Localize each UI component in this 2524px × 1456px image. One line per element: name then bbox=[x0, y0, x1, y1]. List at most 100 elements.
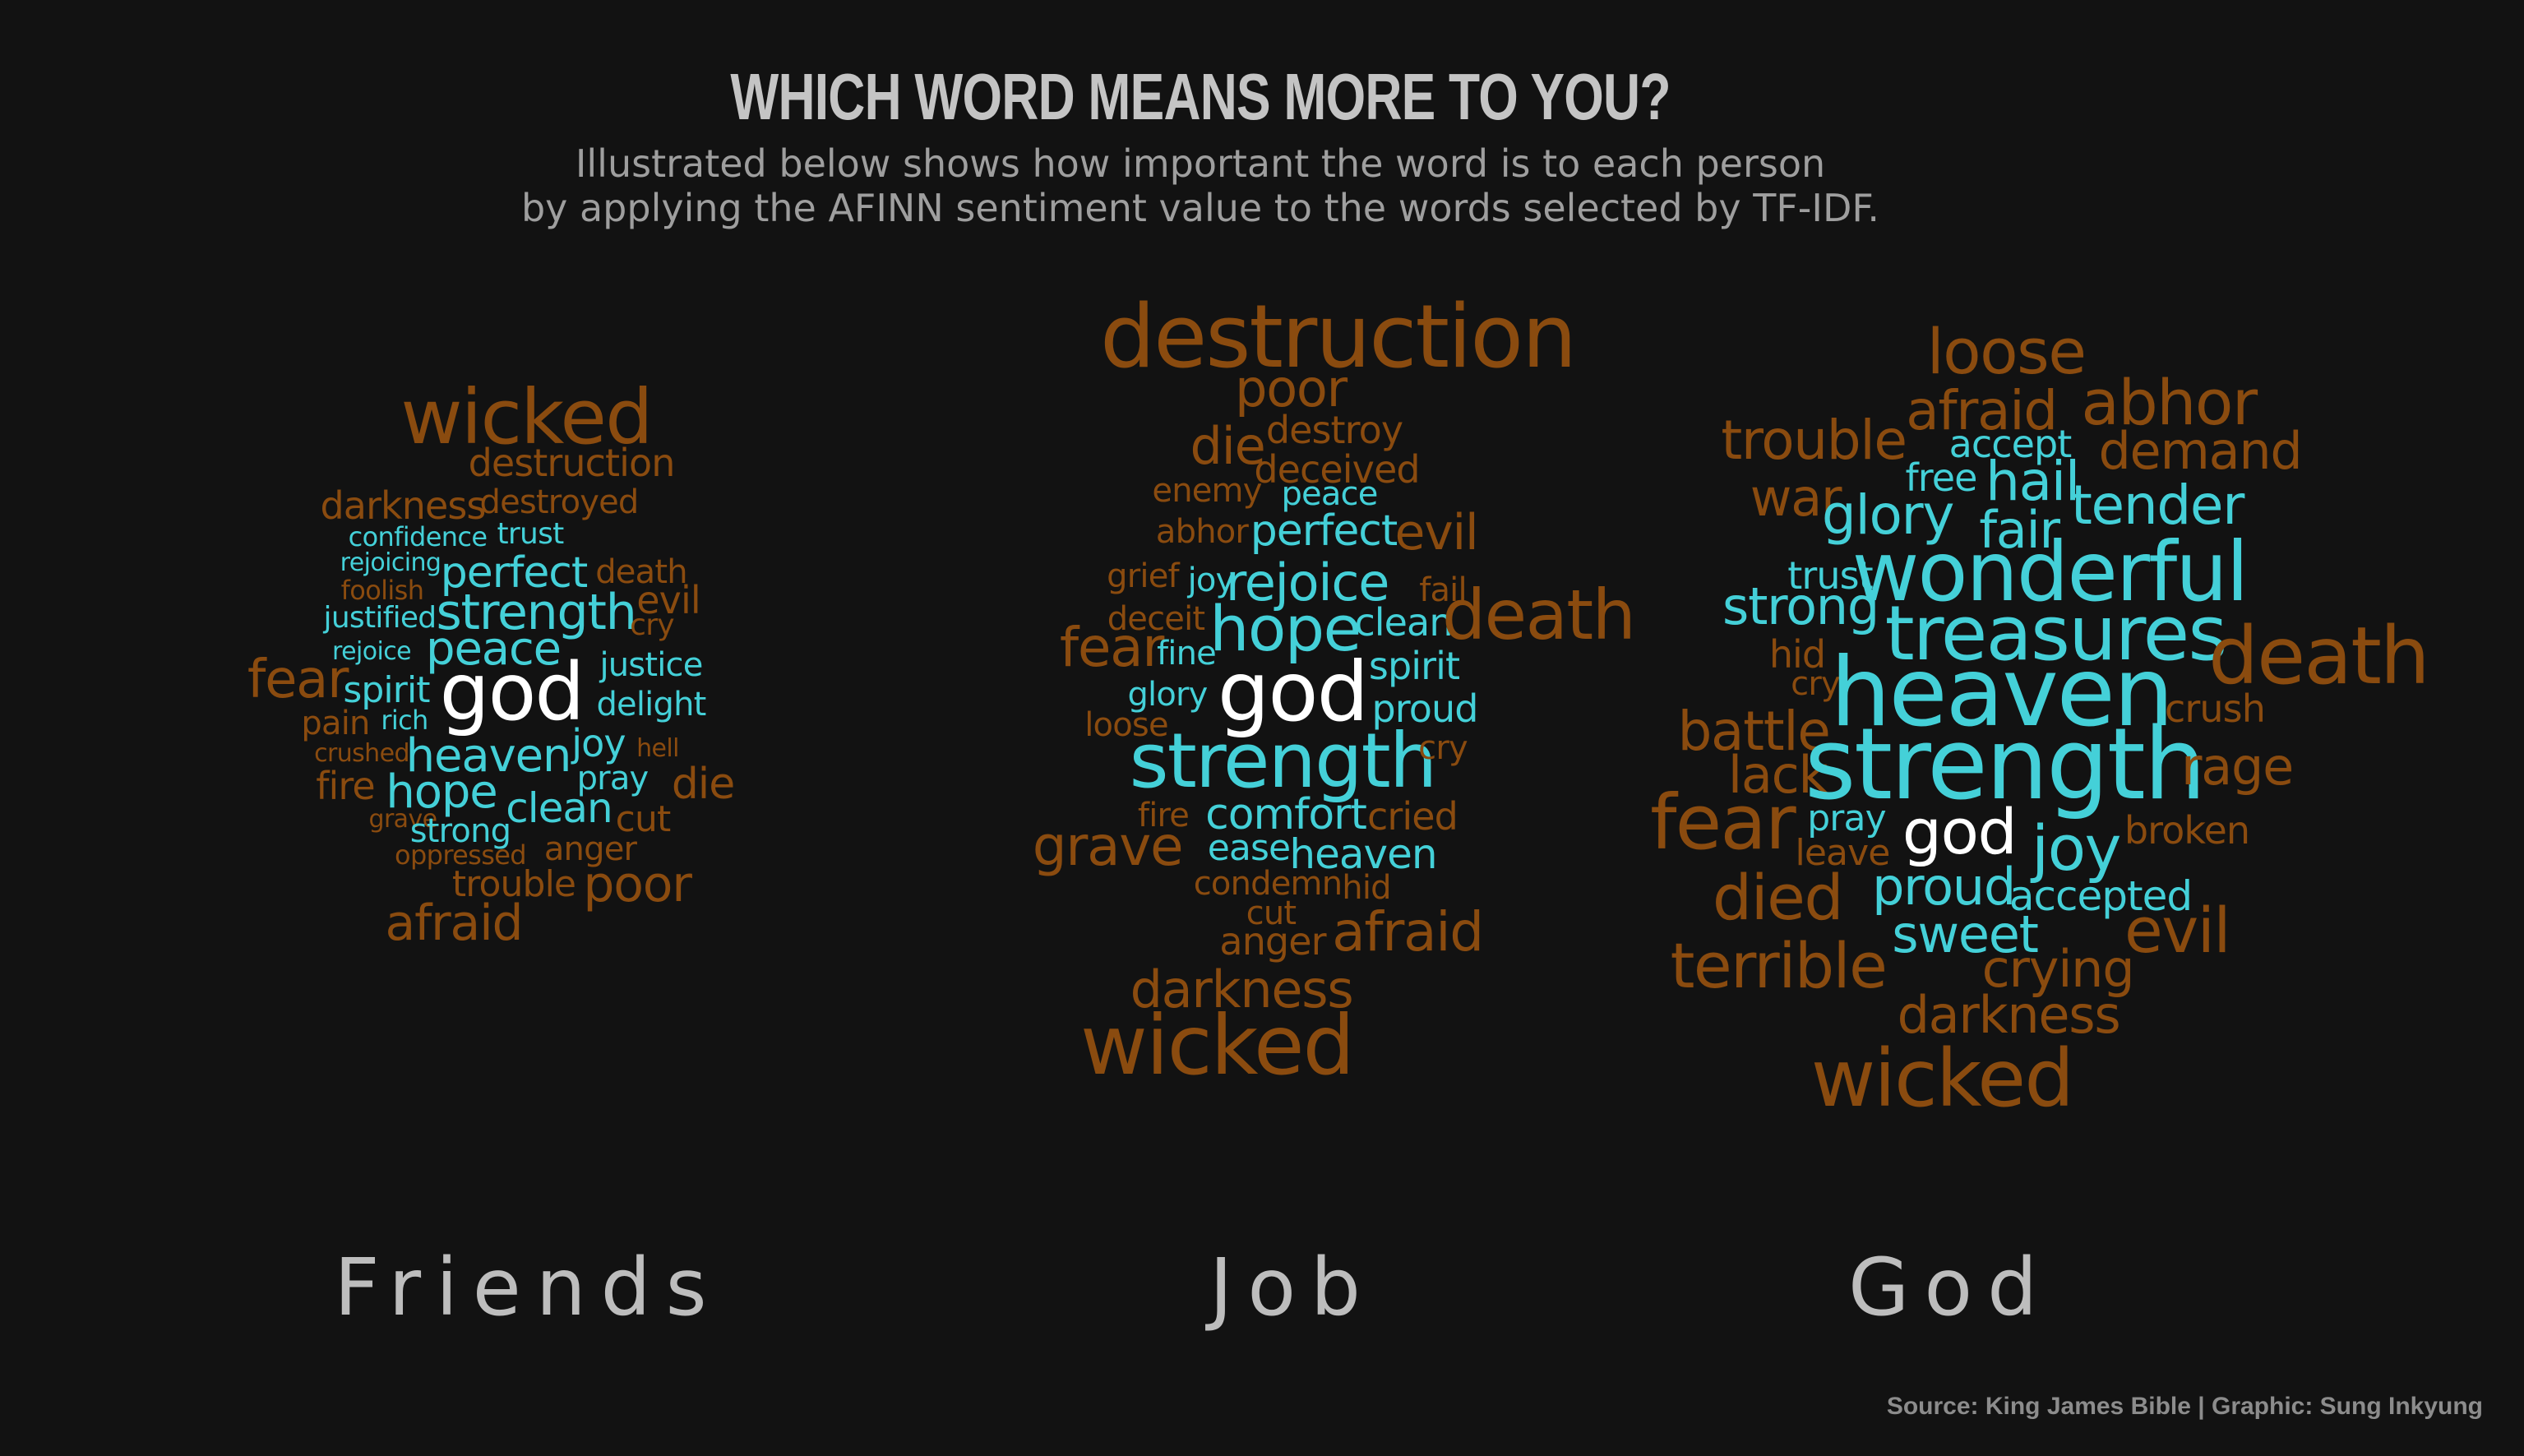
word-joy: joy bbox=[571, 721, 626, 765]
word-cut: cut bbox=[1246, 894, 1297, 932]
word-abhor: abhor bbox=[1155, 513, 1249, 551]
panel-label-god: God bbox=[1847, 1241, 2053, 1334]
word-strength: strength bbox=[436, 584, 636, 641]
word-clean: clean bbox=[506, 784, 613, 832]
chart-title: WHICH WORD MEANS MORE TO YOU? bbox=[730, 60, 1671, 133]
word-deceived: deceived bbox=[1254, 447, 1420, 492]
word-trust: trust bbox=[1787, 553, 1873, 598]
word-rich: rich bbox=[381, 705, 428, 736]
subtitle-line-1: Illustrated below shows how important th… bbox=[575, 141, 1826, 186]
word-peace: peace bbox=[1281, 475, 1378, 513]
word-hid: hid bbox=[1342, 869, 1391, 907]
word-strong: strong bbox=[409, 812, 511, 850]
word-perfect: perfect bbox=[440, 548, 588, 598]
word-anger: anger bbox=[1219, 919, 1326, 964]
word-evil: evil bbox=[636, 578, 700, 622]
word-delight: delight bbox=[596, 686, 706, 723]
word-afraid: afraid bbox=[385, 894, 524, 952]
word-destruction: destruction bbox=[1099, 286, 1577, 387]
word-justice: justice bbox=[599, 646, 703, 684]
word-grief: grief bbox=[1107, 557, 1179, 595]
word-hell: hell bbox=[636, 734, 679, 763]
word-strong: strong bbox=[1722, 576, 1879, 636]
word-destroyed: destroyed bbox=[479, 483, 639, 521]
word-rage: rage bbox=[2180, 737, 2294, 797]
word-trouble: trouble bbox=[451, 863, 576, 905]
word-cried: cried bbox=[1367, 794, 1458, 839]
word-evil: evil bbox=[2124, 894, 2230, 967]
word-destruction: destruction bbox=[468, 441, 676, 485]
word-fear: fear bbox=[1059, 616, 1164, 679]
word-wicked: wicked bbox=[400, 373, 653, 461]
word-god: god bbox=[1217, 644, 1369, 740]
word-fear: fear bbox=[1650, 779, 1796, 867]
word-perfect: perfect bbox=[1250, 506, 1398, 556]
word-strength: strength bbox=[1129, 717, 1438, 805]
word-pain: pain bbox=[301, 705, 370, 742]
word-oppressed: oppressed bbox=[395, 839, 527, 871]
word-strength: strength bbox=[1804, 708, 2207, 822]
word-trust: trust bbox=[497, 517, 564, 551]
word-destroy: destroy bbox=[1265, 408, 1403, 452]
word-spirit: spirit bbox=[1368, 644, 1460, 688]
word-evil: evil bbox=[1394, 504, 1479, 562]
word-trouble: trouble bbox=[1721, 409, 1907, 472]
word-die: die bbox=[671, 760, 735, 809]
word-spirit: spirit bbox=[343, 669, 430, 711]
word-cry: cry bbox=[1418, 729, 1468, 767]
word-confidence: confidence bbox=[348, 521, 488, 552]
word-accept: accept bbox=[1948, 422, 2073, 466]
word-crush: crush bbox=[2165, 686, 2266, 731]
word-foolish: foolish bbox=[340, 575, 424, 606]
word-loose: loose bbox=[1084, 706, 1168, 744]
word-broken: broken bbox=[2124, 808, 2250, 853]
word-cry: cry bbox=[1791, 665, 1841, 703]
word-treasures: treasures bbox=[1884, 589, 2228, 677]
word-rejoicing: rejoicing bbox=[340, 548, 441, 577]
word-battle: battle bbox=[1677, 700, 1830, 763]
word-hope: hope bbox=[1209, 592, 1361, 665]
word-rejoice: rejoice bbox=[1225, 552, 1389, 612]
word-god: god bbox=[439, 646, 585, 738]
source-caption: Source: King James Bible | Graphic: Sung… bbox=[1886, 1393, 2483, 1420]
word-darkness: darkness bbox=[320, 483, 487, 528]
word-demand: demand bbox=[2098, 421, 2302, 481]
word-glory: glory bbox=[1127, 676, 1208, 714]
word-comfort: comfort bbox=[1205, 790, 1367, 839]
word-die: die bbox=[1190, 416, 1265, 476]
word-sweet: sweet bbox=[1892, 904, 2039, 964]
word-war: war bbox=[1750, 468, 1842, 528]
word-cut: cut bbox=[615, 798, 672, 840]
word-fear: fear bbox=[247, 649, 349, 710]
word-death: death bbox=[2208, 610, 2430, 702]
word-joy: joy bbox=[1187, 562, 1236, 599]
word-ease: ease bbox=[1207, 827, 1291, 869]
word-died: died bbox=[1712, 861, 1844, 934]
word-justified: justified bbox=[323, 601, 437, 635]
word-crying: crying bbox=[1981, 939, 2135, 999]
word-deceit: deceit bbox=[1107, 600, 1205, 638]
word-pray: pray bbox=[1807, 797, 1886, 839]
word-wonderful: wonderful bbox=[1851, 524, 2249, 620]
word-heaven: heaven bbox=[405, 729, 572, 783]
word-death: death bbox=[595, 553, 687, 591]
word-fine: fine bbox=[1157, 635, 1217, 673]
word-hope: hope bbox=[386, 765, 497, 819]
word-grave: grave bbox=[1032, 815, 1184, 878]
word-abhor: abhor bbox=[2081, 366, 2258, 439]
word-proud: proud bbox=[1371, 686, 1479, 731]
word-wicked: wicked bbox=[1810, 1033, 2075, 1125]
word-heaven: heaven bbox=[1289, 830, 1437, 878]
panel-label-friends: Friends bbox=[334, 1241, 722, 1334]
word-rejoice: rejoice bbox=[332, 637, 412, 666]
word-darkness: darkness bbox=[1130, 959, 1354, 1019]
word-condemn: condemn bbox=[1193, 865, 1343, 903]
word-grave: grave bbox=[368, 805, 438, 834]
word-fire: fire bbox=[1137, 797, 1190, 834]
panel-label-job: Job bbox=[1209, 1241, 1375, 1334]
word-cry: cry bbox=[630, 608, 674, 642]
word-proud: proud bbox=[1872, 857, 2016, 917]
word-fair: fair bbox=[1979, 500, 2060, 560]
